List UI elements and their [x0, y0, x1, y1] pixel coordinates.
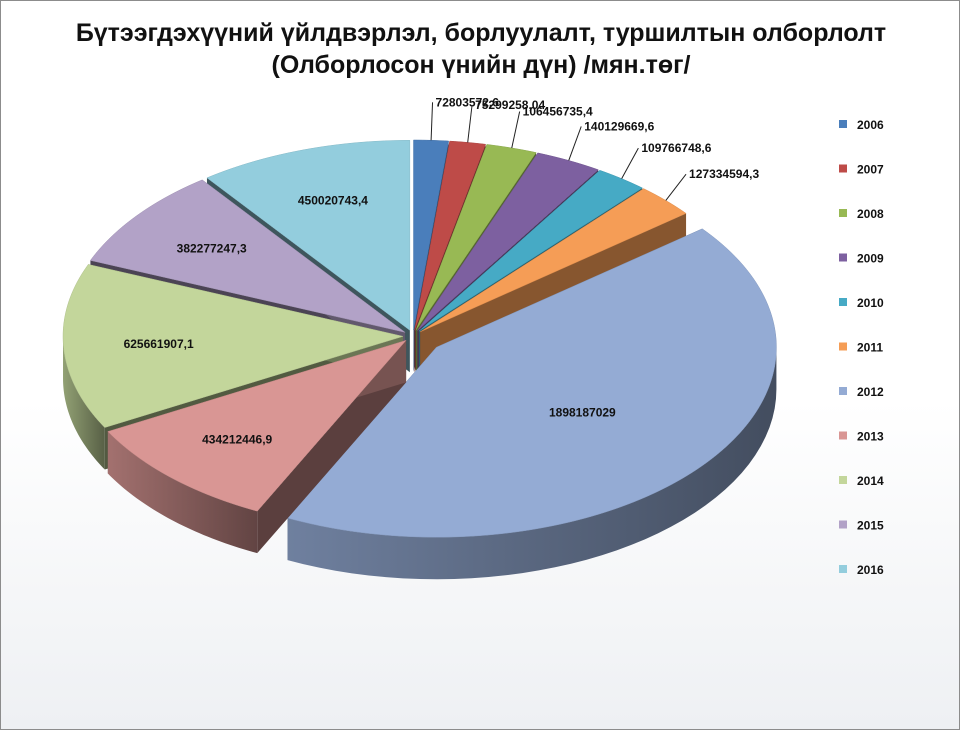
data-label-text: 434212446,9: [202, 432, 272, 446]
legend-label: 2008: [857, 207, 884, 221]
legend-item-2008: 2008: [839, 207, 884, 221]
leader-line: [511, 111, 521, 149]
pie-slice-2012: [287, 228, 777, 580]
legend-label: 2009: [857, 252, 884, 266]
chart-title: Бүтээгдэхүүний үйлдвэрлэл, борлуулалт, т…: [76, 19, 886, 47]
leader-line: [665, 173, 687, 201]
slice-outer-wall: [287, 347, 777, 580]
legend-label: 2013: [857, 430, 884, 444]
slice-top-2009: [417, 152, 599, 331]
legend-label: 2010: [857, 296, 884, 310]
legend-item-2011: 2011: [839, 341, 883, 355]
data-label-2008: 106456735,4: [511, 105, 593, 149]
legend-item-2015: 2015: [839, 519, 884, 533]
legend-item-2010: 2010: [839, 296, 884, 310]
legend-label: 2014: [857, 474, 884, 488]
legend-swatch: [839, 298, 847, 306]
data-label-text: 127334594,3: [689, 167, 759, 181]
slice-top-2016: [206, 140, 411, 331]
legend-item-2009: 2009: [839, 252, 884, 266]
legend-swatch: [839, 164, 847, 173]
legend-item-2007: 2007: [839, 163, 884, 177]
legend-swatch: [839, 120, 847, 128]
legend-item-2013: 2013: [839, 430, 884, 444]
data-labels: 72803572,675299258,04106456735,414012966…: [124, 95, 760, 446]
legend-swatch: [839, 431, 847, 440]
slice-outer-wall: [107, 431, 258, 554]
data-label-text: 109766748,6: [641, 141, 711, 155]
legend-label: 2015: [857, 519, 884, 533]
data-label-2009: 140129669,6: [568, 119, 655, 161]
data-label-2012: 1898187029: [549, 406, 616, 420]
leader-line: [568, 126, 582, 161]
legend-swatch: [839, 520, 847, 529]
chart-subtitle: (Олборлосон үнийн дүн) /мян.төг/: [272, 51, 691, 79]
legend-item-2014: 2014: [839, 474, 884, 488]
data-label-text: 382277247,3: [177, 241, 247, 255]
data-label-2015: 382277247,3: [177, 241, 247, 255]
data-label-2010: 109766748,6: [621, 141, 712, 179]
legend-swatch: [839, 209, 847, 217]
legend-label: 2007: [857, 163, 884, 177]
data-label-text: 1898187029: [549, 406, 616, 420]
leader-line: [430, 102, 434, 141]
legend-swatch: [839, 342, 847, 351]
slice-top-2012: [287, 228, 777, 538]
legend-label: 2012: [857, 385, 884, 399]
legend-label: 2016: [857, 563, 884, 577]
data-label-text: 140129669,6: [584, 119, 654, 133]
data-label-2007: 75299258,04: [467, 98, 545, 143]
leader-line: [621, 147, 639, 179]
legend-item-2006: 2006: [839, 118, 884, 132]
slice-top-2008: [415, 144, 537, 331]
slice-top-2007: [414, 140, 486, 331]
pie-slices: [62, 139, 777, 580]
slice-outer-wall: [63, 336, 105, 470]
legend: 2006 2007 2008 2009 2010 2011 2012 2013 2014 2015…: [839, 118, 884, 577]
legend-swatch: [839, 387, 847, 395]
slice-top-2015: [89, 179, 406, 333]
slice-top-2010: [418, 169, 643, 332]
pie-slice-2013: [107, 339, 407, 554]
data-label-text: 72803572,6: [436, 95, 500, 109]
slice-top-2014: [62, 264, 404, 428]
legend-swatch: [839, 476, 847, 484]
data-label-2011: 127334594,3: [665, 167, 759, 201]
data-label-2006: 72803572,6: [430, 95, 500, 141]
data-label-text: 450020743,4: [298, 193, 368, 207]
data-label-text: 75299258,04: [475, 98, 545, 112]
data-label-text: 625661907,1: [124, 337, 194, 351]
legend-swatch: [839, 565, 847, 573]
data-label-2016: 450020743,4: [298, 193, 368, 207]
leader-line: [467, 104, 473, 143]
data-label-2013: 434212446,9: [202, 432, 272, 446]
legend-label: 2011: [857, 341, 883, 355]
legend-swatch: [839, 253, 847, 262]
legend-label: 2006: [857, 118, 884, 132]
legend-item-2012: 2012: [839, 385, 884, 399]
legend-item-2016: 2016: [839, 563, 884, 577]
data-label-text: 106456735,4: [523, 105, 593, 119]
slice-top-2013: [107, 339, 407, 512]
data-label-2014: 625661907,1: [124, 337, 194, 351]
